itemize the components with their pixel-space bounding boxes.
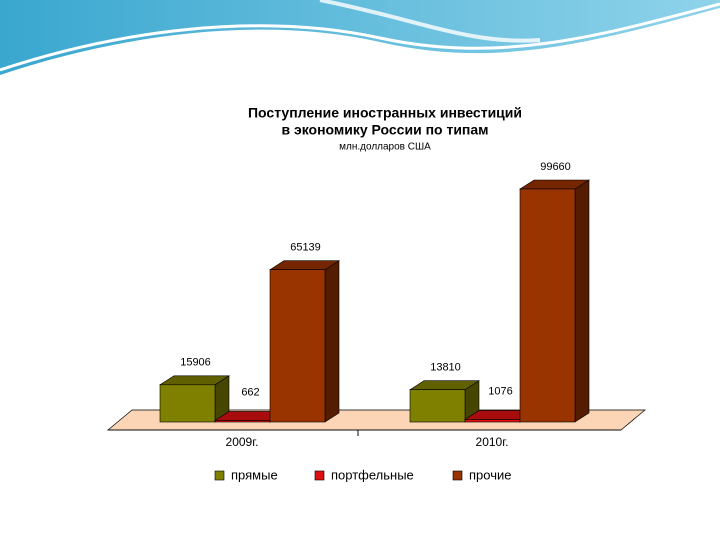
bar <box>464 419 521 423</box>
legend-label: портфельные <box>331 467 414 482</box>
bar <box>519 188 576 423</box>
chart-title: в экономику России по типам <box>281 122 488 138</box>
value-label: 13810 <box>430 362 461 374</box>
bar <box>409 389 466 423</box>
legend-swatch <box>214 470 225 481</box>
bar-side <box>574 179 590 423</box>
legend-label: прямые <box>231 467 278 482</box>
legend-swatch <box>452 470 463 481</box>
value-label: 15906 <box>180 357 211 369</box>
bar <box>159 384 216 423</box>
header-wave <box>0 0 720 75</box>
value-label: 1076 <box>488 385 512 397</box>
chart-title: Поступление иностранных инвестиций <box>248 105 522 121</box>
chart-subtitle: млн.долларов США <box>339 142 431 153</box>
x-tick-label: 2009г. <box>226 435 259 449</box>
header-wave-line <box>319 0 541 43</box>
header-wave-line <box>0 2 720 72</box>
legend-swatch <box>314 470 325 481</box>
bar <box>214 420 271 423</box>
bar-side <box>324 260 340 423</box>
bar <box>269 269 326 423</box>
value-label: 65139 <box>290 242 321 254</box>
value-label: 99660 <box>540 161 571 173</box>
value-label: 662 <box>241 386 259 398</box>
x-tick-label: 2010г. <box>476 435 509 449</box>
legend-label: прочие <box>469 467 511 482</box>
